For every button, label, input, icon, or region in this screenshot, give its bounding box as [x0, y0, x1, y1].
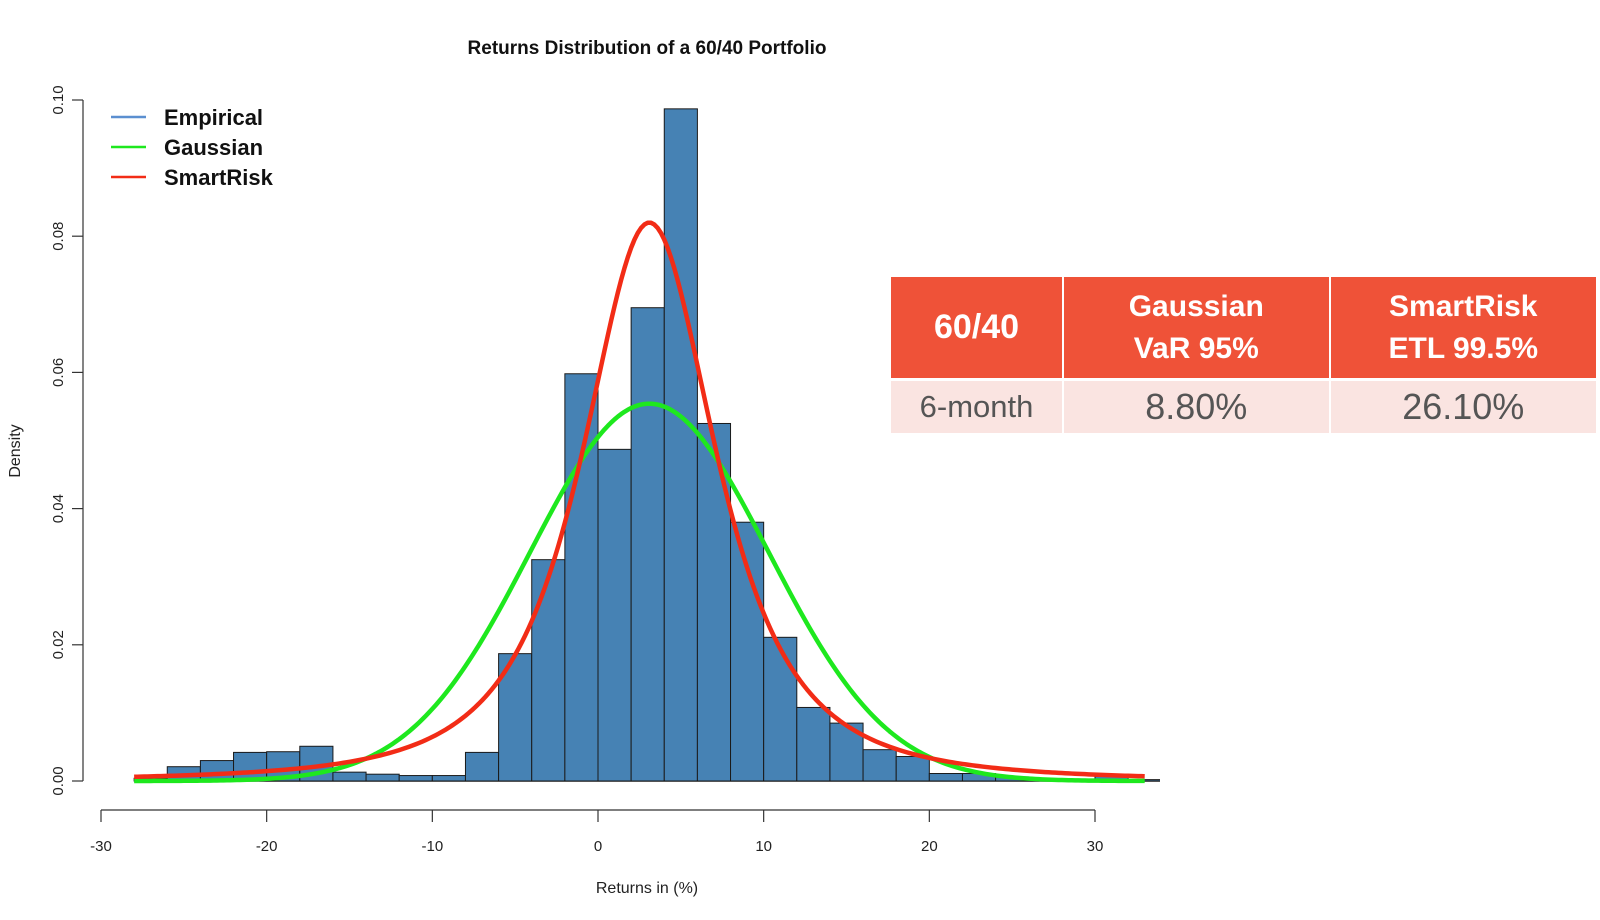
y-axis: 0.00 0.02 0.04 0.06 0.08 0.10 — [50, 85, 84, 796]
header-smartrisk: SmartRisk ETL 99.5% — [1329, 277, 1596, 380]
y-tick-label: 0.10 — [50, 85, 67, 114]
header-portfolio-label: 60/40 — [933, 308, 1020, 346]
y-axis-label: Density — [7, 424, 24, 477]
x-tick-label: 20 — [921, 838, 938, 855]
histogram-bar — [464, 751, 500, 782]
histogram-bar — [332, 771, 367, 782]
histogram-bar — [199, 760, 235, 782]
curve-smartrisk — [134, 220, 1145, 780]
histogram-bar — [763, 636, 798, 782]
legend-label-gaussian: Gaussian — [164, 135, 263, 160]
table-row: 6-month 8.80% 26.10% — [891, 378, 1596, 433]
x-tick-label: 10 — [755, 838, 772, 855]
histogram-bar — [564, 373, 599, 782]
header-gaussian-metric: VaR 95% — [1133, 331, 1259, 365]
y-tick-label: 0.00 — [50, 766, 67, 795]
chart-legend: Empirical Gaussian SmartRisk — [111, 105, 274, 190]
chart-title: Returns Distribution of a 60/40 Portfoli… — [468, 38, 827, 59]
legend-label-smartrisk: SmartRisk — [164, 165, 274, 190]
x-tick-label: 30 — [1087, 838, 1104, 855]
histogram-bar — [630, 307, 665, 782]
legend-label-empirical: Empirical — [164, 105, 263, 130]
x-tick-label: -20 — [256, 838, 278, 855]
histogram-bar — [398, 775, 433, 782]
header-portfolio: 60/40 — [891, 277, 1064, 380]
histogram-bar — [862, 749, 897, 782]
table-header-row: 60/40 Gaussian VaR 95% SmartRisk ETL 99.… — [891, 277, 1596, 380]
histogram-bar — [663, 108, 698, 782]
histogram-bar — [365, 773, 400, 782]
histogram-bar — [796, 706, 831, 782]
risk-stats-table: 60/40 Gaussian VaR 95% SmartRisk ETL 99.… — [891, 277, 1596, 433]
histogram-chart: Returns Distribution of a 60/40 Portfoli… — [7, 38, 1160, 897]
row-gaussian-value: 8.80% — [1063, 378, 1331, 433]
histogram-bar — [597, 448, 632, 782]
row-smartrisk-value: 26.10% — [1329, 378, 1596, 433]
x-axis: -30 -20 -10 0 10 20 30 — [90, 809, 1104, 855]
histogram-bar — [928, 773, 963, 782]
x-tick-label: 0 — [594, 838, 602, 855]
y-tick-label: 0.06 — [50, 358, 67, 387]
histogram-bar — [895, 755, 930, 782]
histogram-bar — [531, 559, 566, 782]
x-axis-label: Returns in (%) — [596, 880, 698, 897]
header-smartrisk-metric: ETL 99.5% — [1388, 331, 1539, 365]
histogram-bar — [233, 751, 268, 782]
y-tick-label: 0.04 — [50, 494, 67, 523]
histogram-bar — [431, 775, 466, 782]
x-tick-label: -10 — [421, 838, 443, 855]
x-tick-label: -30 — [90, 838, 112, 855]
header-smartrisk-label: SmartRisk — [1389, 289, 1538, 323]
row-horizon: 6-month — [891, 378, 1064, 433]
header-gaussian: Gaussian VaR 95% — [1063, 277, 1331, 380]
y-tick-label: 0.08 — [50, 222, 67, 251]
header-gaussian-label: Gaussian — [1128, 289, 1264, 323]
density-curves — [134, 220, 1145, 784]
histogram-bars — [133, 108, 1160, 782]
y-tick-label: 0.02 — [50, 630, 67, 659]
curve-gaussian — [134, 401, 1145, 784]
